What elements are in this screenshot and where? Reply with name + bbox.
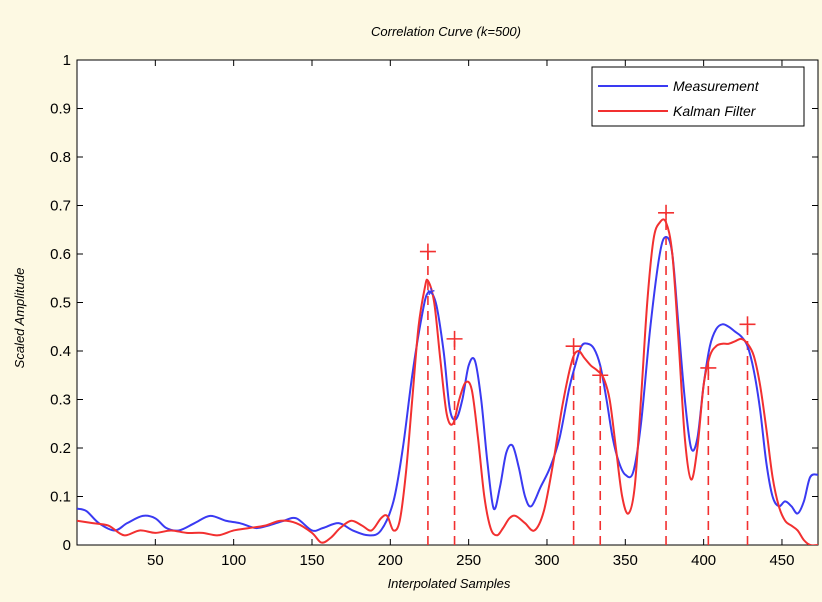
x-tick-label: 50 [147,552,164,569]
peak-plus-marker [446,330,463,347]
x-axis: 50 100 150 200 250 300 350 400 450 [147,60,794,569]
peak-plus-marker [565,338,582,355]
x-tick-label: 150 [299,552,324,569]
y-axis-label: Scaled Amplitude [12,268,27,369]
legend: Measurement Kalman Filter [591,66,805,127]
y-tick-label: 0.8 [50,149,71,166]
plot-area [76,59,819,546]
peak-plus-marker [739,316,756,333]
y-tick-label: 0 [63,537,71,554]
legend-label-measurement: Measurement [673,78,760,94]
legend-label-kalman-filter: Kalman Filter [673,103,757,119]
x-tick-label: 200 [378,552,403,569]
legend-box [591,66,805,127]
y-tick-label: 0.2 [50,440,71,457]
series-layer [77,212,818,545]
peak-plus-marker [700,359,717,376]
x-tick-label: 100 [221,552,246,569]
x-tick-label: 400 [691,552,716,569]
chart-title: Correlation Curve (k=500) [371,24,521,39]
y-tick-label: 0.5 [50,295,71,312]
series-line-kalman-filter [77,218,818,545]
x-tick-label: 450 [769,552,794,569]
x-tick-label: 300 [534,552,559,569]
peak-plus-marker [658,204,675,221]
series-line-measurement [77,236,818,537]
y-tick-label: 1 [63,52,71,69]
y-tick-label: 0.6 [50,246,71,263]
x-axis-label: Interpolated Samples [388,576,511,591]
y-tick-label: 0.3 [50,392,71,409]
y-tick-label: 0.4 [50,343,71,360]
y-tick-label: 0.9 [50,101,71,118]
peak-marker-layer: * [419,204,756,384]
y-axis: 0 0.1 0.2 0.3 0.4 0.5 0.6 0.7 0.8 0.9 1 [50,52,818,554]
x-tick-label: 250 [456,552,481,569]
x-tick-label: 350 [613,552,638,569]
y-tick-label: 0.7 [50,198,71,215]
peak-plus-marker [592,367,609,384]
y-tick-label: 0.1 [50,489,71,506]
peak-plus-marker [419,243,436,260]
measurement-peak-marker: * [427,285,435,307]
